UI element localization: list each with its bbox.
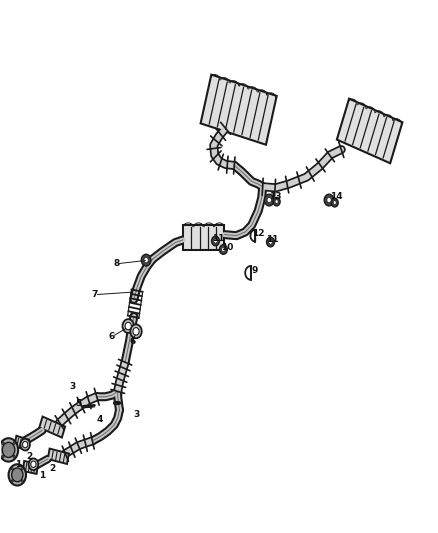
Circle shape bbox=[273, 197, 280, 206]
Circle shape bbox=[9, 464, 26, 486]
Circle shape bbox=[275, 200, 278, 204]
Polygon shape bbox=[183, 224, 224, 250]
Circle shape bbox=[2, 442, 4, 445]
Text: 6: 6 bbox=[109, 332, 115, 341]
Polygon shape bbox=[337, 99, 403, 163]
Text: 8: 8 bbox=[113, 260, 120, 268]
Circle shape bbox=[219, 245, 227, 254]
Circle shape bbox=[11, 467, 13, 470]
Text: 5: 5 bbox=[75, 399, 81, 408]
Text: 3: 3 bbox=[133, 410, 139, 419]
Circle shape bbox=[125, 322, 131, 330]
Circle shape bbox=[31, 461, 36, 467]
Circle shape bbox=[28, 458, 38, 470]
Circle shape bbox=[133, 328, 139, 335]
Circle shape bbox=[214, 239, 217, 243]
Text: 10: 10 bbox=[221, 243, 233, 252]
Circle shape bbox=[144, 257, 148, 263]
Circle shape bbox=[331, 198, 338, 207]
Text: 7: 7 bbox=[92, 290, 98, 299]
Text: 1: 1 bbox=[15, 460, 21, 469]
Circle shape bbox=[21, 480, 23, 482]
Circle shape bbox=[141, 254, 151, 266]
Text: 14: 14 bbox=[330, 192, 343, 201]
Circle shape bbox=[131, 325, 142, 338]
Polygon shape bbox=[23, 461, 38, 474]
Circle shape bbox=[13, 442, 15, 445]
Circle shape bbox=[324, 194, 334, 206]
Circle shape bbox=[12, 468, 23, 482]
Text: 2: 2 bbox=[49, 464, 55, 473]
Text: 4: 4 bbox=[97, 415, 103, 424]
Text: 11: 11 bbox=[212, 234, 224, 243]
Polygon shape bbox=[201, 75, 277, 145]
Circle shape bbox=[13, 455, 15, 458]
Text: 12: 12 bbox=[252, 229, 265, 238]
Circle shape bbox=[333, 201, 336, 205]
Circle shape bbox=[267, 237, 275, 247]
Polygon shape bbox=[48, 449, 69, 464]
Text: 1: 1 bbox=[39, 472, 45, 480]
Circle shape bbox=[2, 455, 4, 458]
Circle shape bbox=[265, 194, 274, 206]
Text: 3: 3 bbox=[70, 382, 76, 391]
Circle shape bbox=[2, 442, 15, 457]
Polygon shape bbox=[14, 436, 29, 450]
Text: 13: 13 bbox=[268, 192, 281, 201]
Circle shape bbox=[212, 236, 219, 246]
Text: 2: 2 bbox=[26, 453, 32, 462]
Text: 9: 9 bbox=[251, 266, 258, 275]
Circle shape bbox=[0, 438, 18, 462]
Text: 6: 6 bbox=[129, 337, 136, 346]
Circle shape bbox=[269, 240, 272, 244]
Circle shape bbox=[21, 467, 23, 470]
Circle shape bbox=[11, 480, 13, 482]
FancyArrowPatch shape bbox=[85, 406, 92, 407]
Text: 11: 11 bbox=[266, 235, 279, 244]
Circle shape bbox=[20, 439, 30, 450]
Circle shape bbox=[123, 319, 134, 333]
Circle shape bbox=[327, 197, 331, 203]
Circle shape bbox=[222, 247, 225, 252]
Circle shape bbox=[22, 441, 28, 448]
Circle shape bbox=[267, 197, 272, 203]
Polygon shape bbox=[39, 417, 65, 438]
